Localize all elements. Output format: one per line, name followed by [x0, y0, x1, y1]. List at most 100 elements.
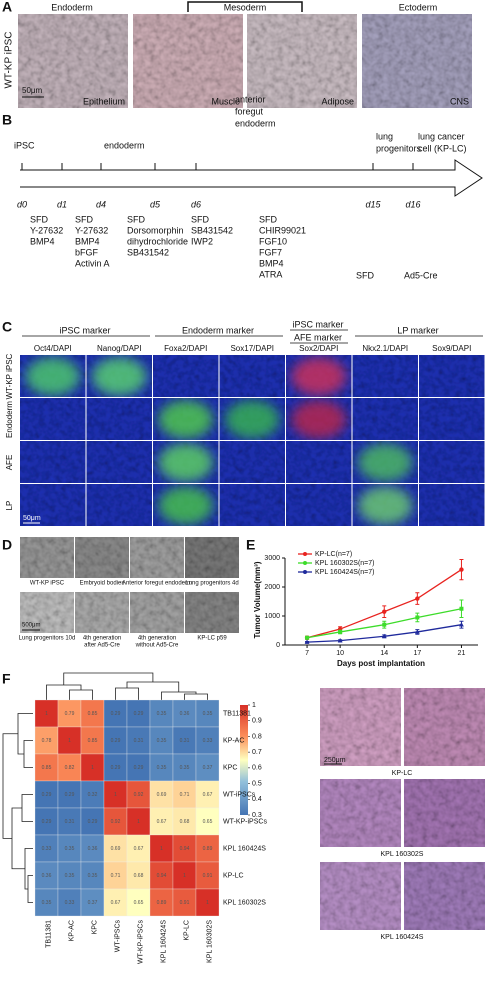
medium-component: Ad5-Cre	[404, 270, 438, 280]
row-dendrogram	[2, 713, 33, 903]
medium-component: BMP4	[75, 236, 100, 246]
tissue-caption: Adipose	[321, 96, 354, 106]
cell-value: 1	[137, 819, 140, 825]
data-point	[459, 567, 464, 572]
micrograph	[130, 592, 184, 633]
fluorescence-image	[86, 441, 152, 483]
histology-image	[320, 862, 401, 930]
cell-value: 1	[68, 738, 71, 744]
medium-component: IWP2	[191, 236, 213, 246]
cell-value: 0.67	[111, 900, 121, 906]
medium-component: Y-27632	[30, 225, 63, 235]
day-label: d6	[191, 199, 201, 209]
image-caption: Embryoid bodies	[80, 581, 125, 587]
legend-label: KP-LC(n=7)	[315, 551, 352, 558]
image-caption: 4th generation	[83, 636, 121, 642]
micrograph	[75, 592, 129, 633]
tissue-caption: CNS	[450, 96, 469, 106]
y-tick-label: 2000	[264, 584, 280, 591]
legend-marker	[303, 552, 307, 556]
signal	[357, 443, 413, 482]
sample-caption: KPL 160424S	[381, 934, 424, 941]
panel-label: D	[2, 537, 12, 553]
image-caption: after Ad5-Cre	[84, 643, 120, 649]
cell-value: 0.33	[203, 738, 213, 744]
cell-value: 0.33	[42, 846, 52, 852]
cell-value: 0.89	[203, 846, 213, 852]
cell-value: 1	[91, 765, 94, 771]
cell-value: 0.35	[157, 711, 167, 717]
cell-value: 0.36	[88, 846, 98, 852]
image-caption: Lung progenitors 4d	[185, 581, 238, 587]
stage-label: anterior	[235, 94, 266, 104]
colorbar-label: 0.9	[252, 718, 262, 725]
signal	[91, 357, 147, 396]
row-label: WT-KP iPSC	[4, 31, 15, 88]
row-label: WT-KP-iPSCs	[223, 818, 267, 825]
marker-group: AFE marker	[294, 332, 342, 342]
image-caption: Lung progenitors 10d	[19, 636, 76, 642]
data-point	[414, 629, 420, 634]
cell-value: 0.29	[42, 792, 52, 798]
x-axis-title: Days post implantation	[337, 659, 425, 668]
cell-value: 0.67	[134, 846, 144, 852]
micrograph	[20, 592, 74, 633]
cell-value: 0.33	[65, 900, 75, 906]
column-label: TB11381	[45, 920, 52, 948]
legend-marker	[303, 561, 307, 565]
fluorescence-image	[86, 398, 152, 440]
signal	[25, 357, 81, 396]
germ-layer: Mesoderm	[224, 2, 267, 12]
micrograph	[247, 14, 357, 108]
cell-value: 1	[160, 846, 163, 852]
tissue-caption: Muscle	[211, 96, 240, 106]
micrograph	[133, 14, 243, 108]
medium-component: SFD	[191, 214, 210, 224]
cell-value: 0.79	[65, 711, 75, 717]
panel-label: A	[2, 0, 12, 15]
row-label: TB11381	[223, 710, 251, 717]
cell-value: 0.69	[157, 792, 167, 798]
column-label: WT-iPSCs	[114, 920, 121, 953]
histology-image	[404, 688, 485, 766]
cell-value: 1	[183, 873, 186, 879]
data-point	[415, 596, 420, 601]
cell-value: 0.35	[65, 873, 75, 879]
medium-component: Dorsomorphin	[127, 225, 184, 235]
fluorescence-image	[20, 484, 86, 526]
cell-value: 0.67	[203, 792, 213, 798]
medium-component: SFD	[127, 214, 146, 224]
medium-component: dihydrochloride	[127, 236, 188, 246]
data-point	[381, 633, 387, 639]
data-point	[338, 629, 343, 634]
day-label: d4	[96, 199, 106, 209]
data-point	[382, 609, 387, 614]
marker-group: LP marker	[397, 325, 438, 335]
signal	[357, 486, 413, 525]
medium-component: SB431542	[127, 247, 169, 257]
cell-value: 0.85	[88, 738, 98, 744]
cell-value: 0.29	[111, 765, 121, 771]
micrograph	[75, 537, 129, 578]
stage-label: progenitors	[376, 143, 422, 153]
colorbar-label: 0.7	[252, 749, 262, 756]
day-label: d15	[365, 199, 381, 209]
stage-label: lung cancer	[418, 131, 465, 141]
panel-label: E	[246, 537, 255, 553]
histology-image	[404, 779, 485, 847]
cell-value: 0.85	[88, 711, 98, 717]
column-label: KPL 160424S	[160, 920, 167, 963]
cell-value: 0.71	[180, 792, 190, 798]
legend-label: KPL 160302S(n=7)	[315, 560, 374, 567]
cell-value: 0.94	[157, 873, 167, 879]
tissue-caption: Epithelium	[83, 96, 125, 106]
fluorescence-image	[419, 441, 485, 483]
medium-component: BMP4	[30, 236, 55, 246]
colorbar-label: 0.5	[252, 780, 262, 787]
cell-value: 0.35	[88, 873, 98, 879]
x-tick-label: 14	[380, 650, 388, 657]
cell-value: 0.94	[180, 846, 190, 852]
cell-value: 1	[206, 900, 209, 906]
row-label: WT-iPSCs	[223, 791, 256, 798]
